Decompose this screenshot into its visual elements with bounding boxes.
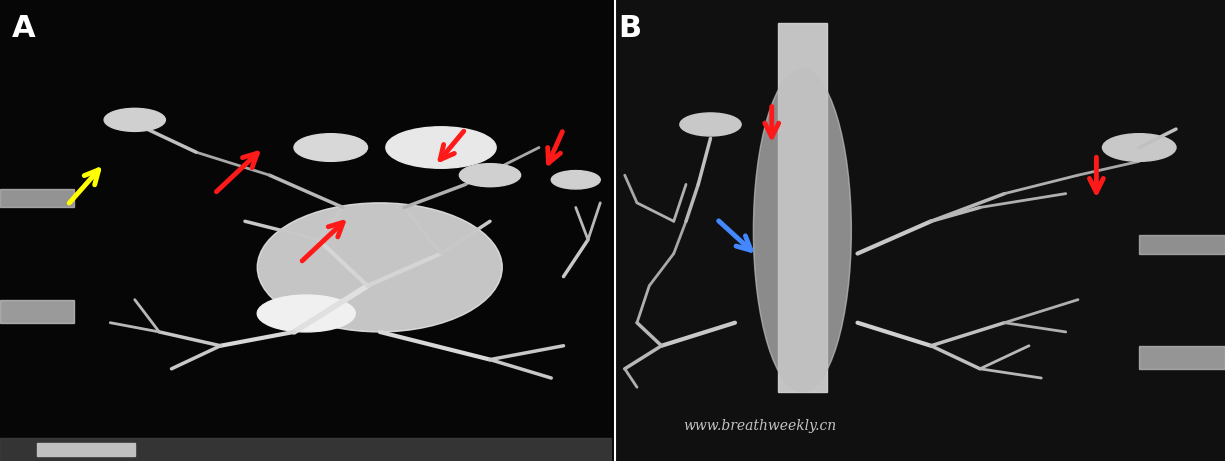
Bar — [1139, 235, 1225, 254]
Bar — [0, 300, 74, 323]
Text: A: A — [12, 14, 36, 43]
Circle shape — [551, 171, 600, 189]
Bar — [1139, 346, 1225, 369]
Circle shape — [386, 127, 496, 168]
Bar — [614, 0, 1225, 461]
Circle shape — [459, 164, 521, 187]
Circle shape — [680, 113, 741, 136]
Bar — [778, 23, 827, 392]
Bar — [0, 189, 74, 207]
Bar — [0, 438, 611, 461]
Ellipse shape — [257, 203, 502, 332]
Bar — [0, 0, 611, 461]
Bar — [37, 443, 135, 456]
Circle shape — [1102, 134, 1176, 161]
Ellipse shape — [753, 69, 851, 392]
Circle shape — [294, 134, 368, 161]
Circle shape — [104, 108, 165, 131]
Circle shape — [257, 295, 355, 332]
Text: B: B — [619, 14, 642, 43]
Text: www.breathweekly.cn: www.breathweekly.cn — [684, 420, 835, 433]
